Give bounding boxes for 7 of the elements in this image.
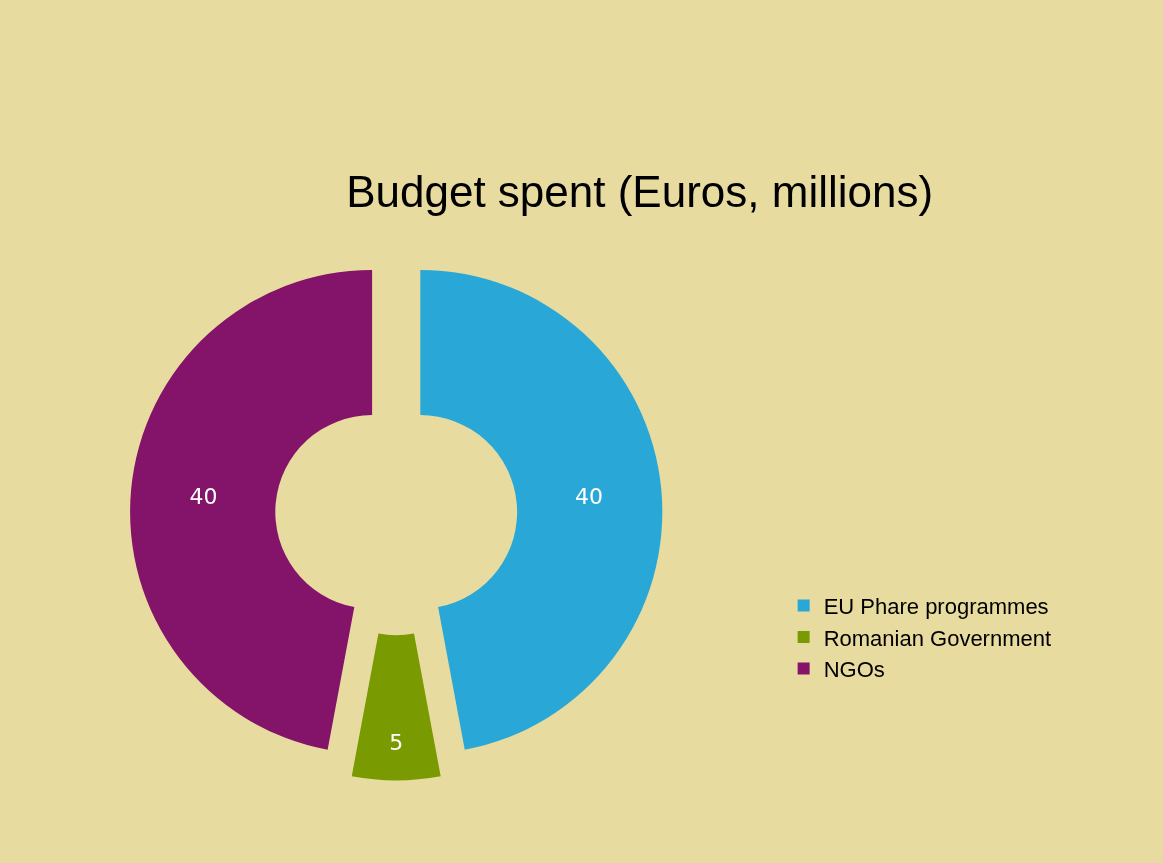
data-label: 40 (574, 483, 603, 509)
data-label: 40 (189, 483, 218, 509)
legend-label: EU Phare programmes (823, 593, 1049, 619)
data-label: 5 (389, 730, 404, 756)
legend-label: NGOs (823, 657, 885, 683)
chart-title: Budget spent (Euros, millions) (346, 167, 934, 217)
legend-label: Romanian Government (823, 625, 1052, 651)
